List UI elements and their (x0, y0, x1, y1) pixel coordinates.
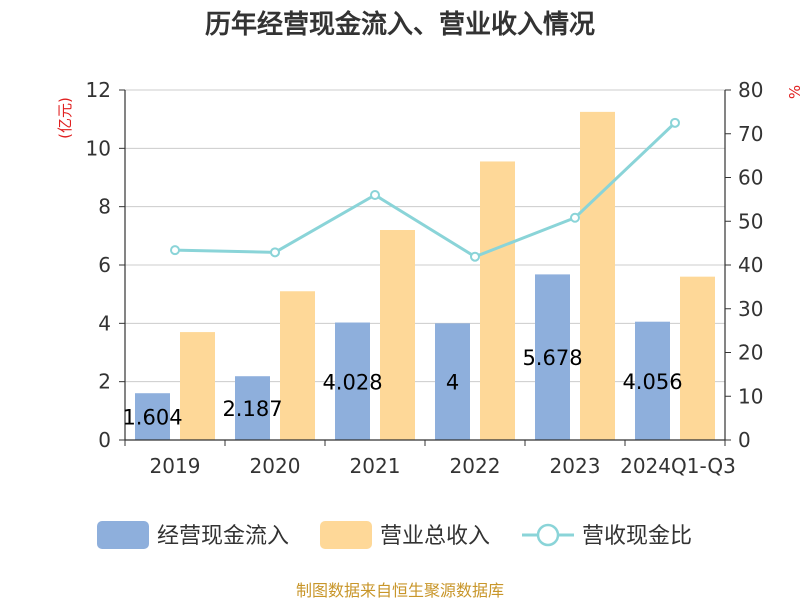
axes: 0 2 4 6 8 10 12 0 10 20 30 40 50 60 70 80 2019 2020 2021 20… (86, 78, 764, 478)
legend-label-cash-inflow: 经营现金流入 (157, 524, 289, 549)
right-axis-unit: % (786, 85, 800, 99)
y-right-tick-label: 60 (738, 166, 763, 190)
data-label-cash-inflow: 2.187 (222, 397, 282, 421)
ratio-point (470, 251, 480, 262)
bar-revenue (180, 332, 215, 440)
legend: 经营现金流入 营业总收入 营收现金比 (97, 521, 692, 549)
y-right-tick-label: 10 (738, 384, 763, 408)
data-labels: 1.604 2.187 4.028 4 5.678 4.056 (122, 346, 682, 429)
y-right-tick-label: 30 (738, 297, 763, 321)
chart-title: 历年经营现金流入、营业收入情况 (205, 9, 595, 40)
gridlines (125, 89, 725, 383)
data-label-cash-inflow: 1.604 (122, 406, 182, 430)
x-tick-label: 2019 (150, 454, 201, 478)
bar-revenue (580, 111, 615, 440)
legend-marker-ratio (536, 523, 560, 547)
y-left-tick-label: 8 (98, 195, 111, 219)
bar-cash-inflow (135, 393, 170, 440)
ratio-line (170, 117, 680, 262)
y-left-tick-label: 12 (86, 78, 111, 102)
y-right-tick-label: 80 (738, 78, 763, 102)
data-label-cash-inflow: 4.028 (322, 370, 382, 394)
bar-cash-inflow (635, 321, 670, 440)
ratio-point (270, 247, 280, 258)
bar-revenue (380, 230, 415, 440)
legend-label-revenue: 营业总收入 (380, 524, 490, 549)
y-left-tick-label: 0 (98, 428, 111, 452)
x-tick-label: 2022 (450, 454, 501, 478)
legend-swatch-revenue (320, 521, 372, 549)
legend-swatch-cash-inflow (97, 521, 149, 549)
data-label-cash-inflow: 4 (446, 371, 459, 395)
y-left-tick-label: 2 (98, 370, 111, 394)
bar-cash-inflow (535, 274, 570, 440)
y-right-tick-label: 70 (738, 122, 763, 146)
bar-revenue (280, 291, 315, 440)
ratio-point (570, 212, 580, 223)
y-right-tick-label: 50 (738, 209, 763, 233)
ratio-point (370, 190, 380, 200)
x-tick-label: 2020 (250, 454, 301, 478)
legend-label-ratio: 营收现金比 (582, 524, 692, 549)
x-tick-label: 2023 (550, 454, 601, 478)
y-right-tick-label: 40 (738, 253, 763, 277)
bar-revenue (680, 276, 715, 440)
left-axis-unit: (亿元) (56, 97, 74, 139)
bar-cash-inflow (235, 376, 270, 440)
source-note: 制图数据来自恒生聚源数据库 (296, 581, 504, 600)
ratio-line-path (174, 121, 677, 259)
ratio-point (170, 245, 180, 256)
bars (135, 111, 715, 441)
data-label-cash-inflow: 4.056 (622, 370, 682, 394)
y-left-tick-label: 4 (98, 311, 111, 335)
y-left-tick-label: 10 (86, 136, 111, 160)
ratio-point (670, 117, 680, 128)
x-tick-label: 2021 (350, 454, 401, 478)
bar-cash-inflow (335, 322, 370, 440)
x-tick-label: 2024Q1-Q3 (620, 454, 736, 478)
data-label-cash-inflow: 5.678 (522, 346, 582, 370)
bar-cash-inflow (435, 323, 470, 440)
bar-revenue (480, 161, 515, 441)
y-left-tick-label: 6 (98, 253, 111, 277)
y-right-tick-label: 20 (738, 341, 763, 365)
y-right-tick-label: 0 (738, 428, 751, 452)
